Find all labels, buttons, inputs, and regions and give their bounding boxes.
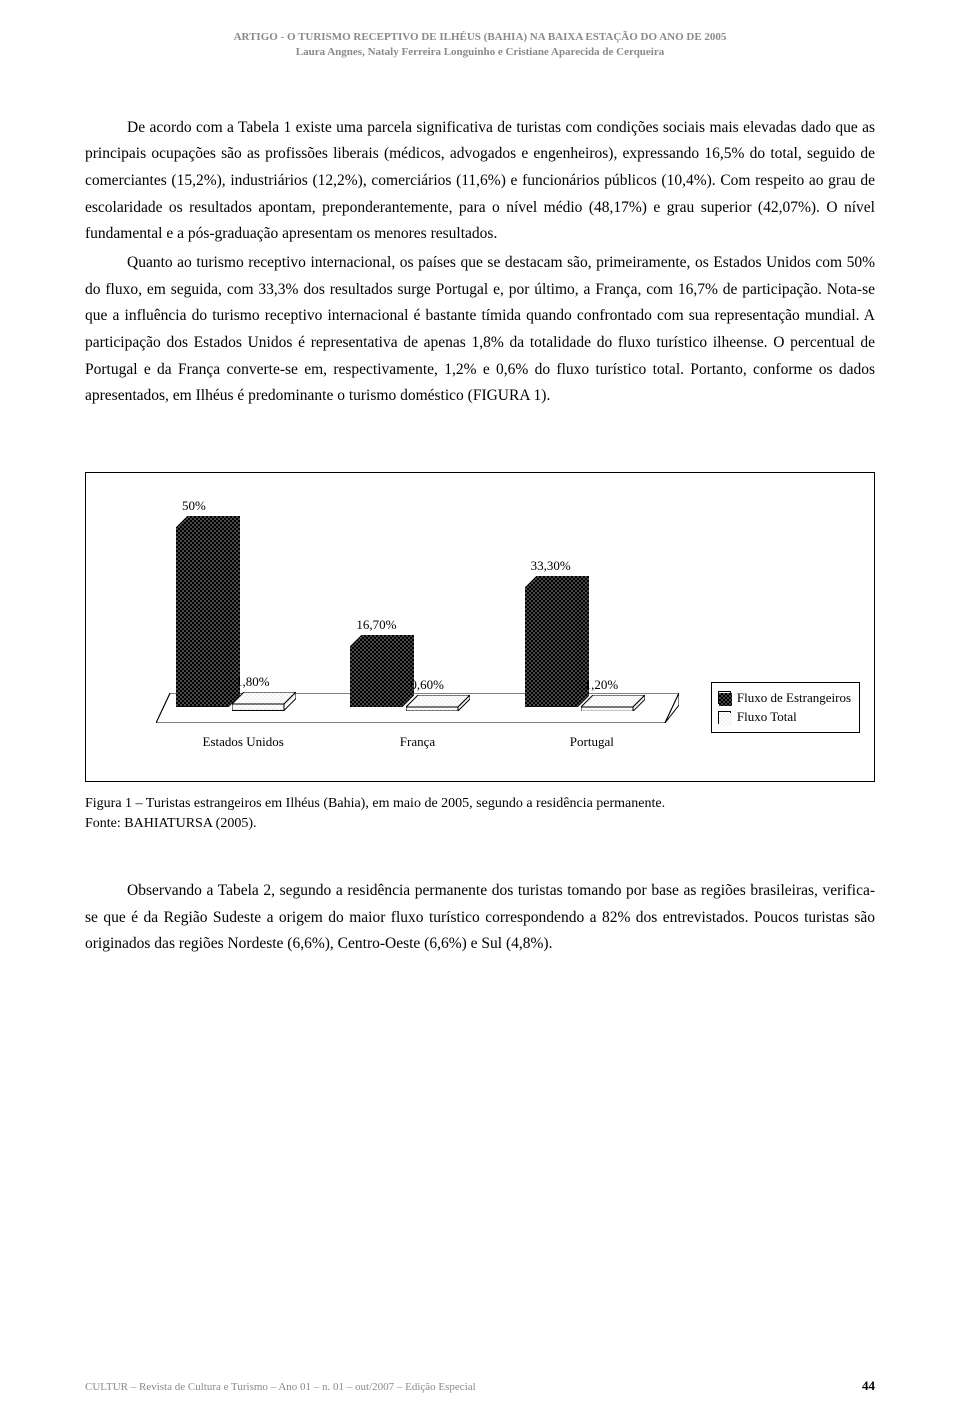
bar: 1,80% xyxy=(232,692,296,710)
bar-value-label: 0,60% xyxy=(410,677,444,693)
caption-text: Figura 1 – Turistas estrangeiros em Ilhé… xyxy=(85,794,875,814)
header-title: ARTIGO - O TURISMO RECEPTIVO DE ILHÉUS (… xyxy=(85,30,875,45)
page-footer: CULTUR – Revista de Cultura e Turismo – … xyxy=(85,1378,875,1394)
figure-caption: Figura 1 – Turistas estrangeiros em Ilhé… xyxy=(85,794,875,833)
header-authors: Laura Angnes, Nataly Ferreira Longuinho … xyxy=(85,45,875,60)
bar-shape xyxy=(525,576,589,707)
bar-value-label: 33,30% xyxy=(531,558,571,574)
legend-label-1: Fluxo Total xyxy=(737,707,797,727)
paragraph-1: De acordo com a Tabela 1 existe uma parc… xyxy=(85,115,875,248)
legend-item-estrangeiros: Fluxo de Estrangeiros xyxy=(718,688,851,708)
bar-shape xyxy=(232,692,296,710)
bar-shape xyxy=(350,635,414,707)
bar-shape xyxy=(581,695,645,711)
bar-shape xyxy=(176,516,240,707)
category-label: Estados Unidos xyxy=(156,734,330,750)
bar: 1,20% xyxy=(581,695,645,711)
bar-group: Estados Unidos50%1,80% xyxy=(156,491,330,723)
body-text-2: Observando a Tabela 2, segundo a residên… xyxy=(85,878,875,958)
legend-swatch-dark xyxy=(718,691,731,704)
category-label: Portugal xyxy=(505,734,679,750)
chart-plot-area: Estados Unidos50%1,80%França16,70%0,60%P… xyxy=(156,493,679,723)
legend-item-total: Fluxo Total xyxy=(718,707,851,727)
category-label: França xyxy=(330,734,504,750)
legend-label-0: Fluxo de Estrangeiros xyxy=(737,688,851,708)
bar-group: Portugal33,30%1,20% xyxy=(505,491,679,723)
caption-source: Fonte: BAHIATURSA (2005). xyxy=(85,814,875,834)
bar-value-label: 1,80% xyxy=(236,674,270,690)
bar-value-label: 50% xyxy=(182,498,206,514)
chart-legend: Fluxo de Estrangeiros Fluxo Total xyxy=(711,682,860,733)
bar: 50% xyxy=(176,516,240,707)
paragraph-3: Observando a Tabela 2, segundo a residên… xyxy=(85,878,875,958)
bar-value-label: 16,70% xyxy=(356,617,396,633)
bar-value-label: 1,20% xyxy=(585,677,619,693)
bar-group: França16,70%0,60% xyxy=(330,491,504,723)
footer-page-number: 44 xyxy=(862,1378,875,1394)
body-text: De acordo com a Tabela 1 existe uma parc… xyxy=(85,115,875,410)
bar: 16,70% xyxy=(350,635,414,707)
bar: 33,30% xyxy=(525,576,589,707)
legend-swatch-light xyxy=(718,711,731,724)
footer-text: CULTUR – Revista de Cultura e Turismo – … xyxy=(85,1381,476,1393)
article-header: ARTIGO - O TURISMO RECEPTIVO DE ILHÉUS (… xyxy=(85,30,875,60)
figure-1: Estados Unidos50%1,80%França16,70%0,60%P… xyxy=(85,472,875,782)
bar: 0,60% xyxy=(406,695,470,711)
paragraph-2: Quanto ao turismo receptivo internaciona… xyxy=(85,250,875,410)
chart-box: Estados Unidos50%1,80%França16,70%0,60%P… xyxy=(85,472,875,782)
bar-shape xyxy=(406,695,470,711)
